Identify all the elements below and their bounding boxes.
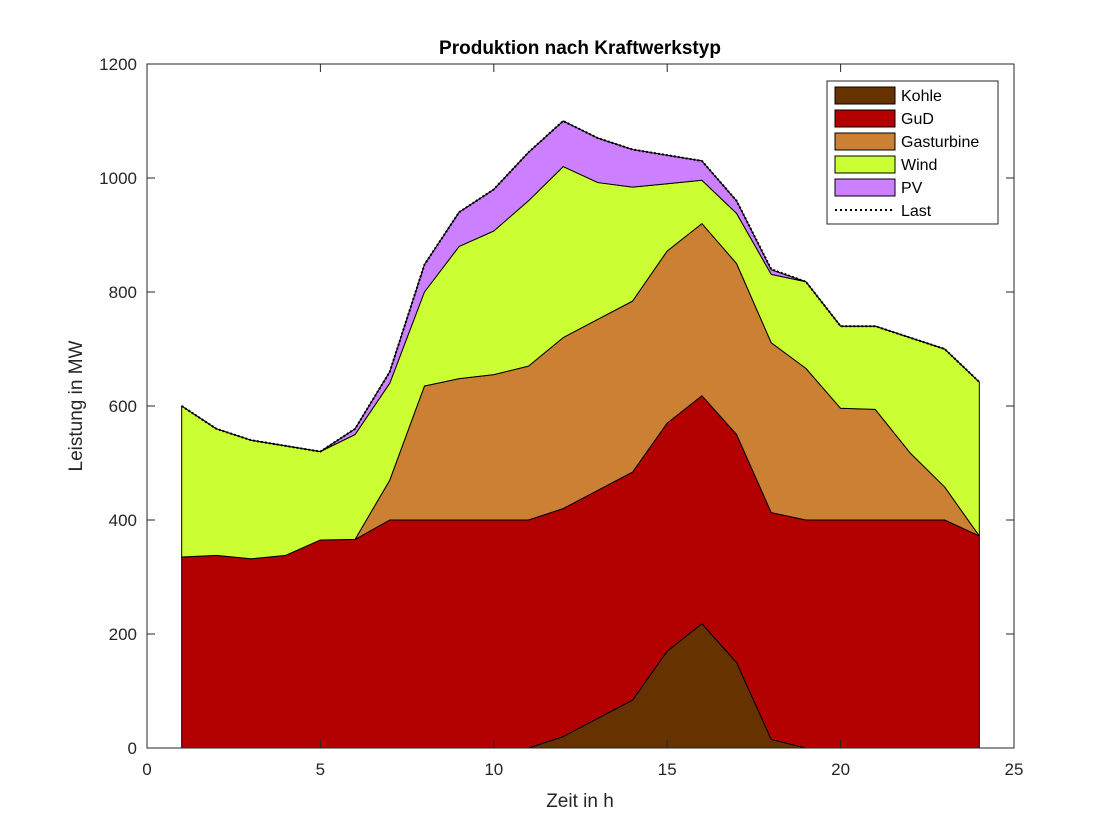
last-line	[181, 119, 981, 453]
legend-label-kohle: Kohle	[901, 88, 942, 105]
legend-swatch-gasturbine	[834, 132, 896, 151]
x-axis-label: Zeit in h	[546, 791, 614, 812]
y-tick-label-1000: 1000	[99, 169, 137, 188]
y-tick-label-800: 800	[109, 283, 137, 302]
legend-swatch-wind	[834, 155, 896, 174]
legend-label-pv: PV	[901, 180, 923, 197]
chart-title: Produktion nach Kraftwerkstyp	[439, 38, 721, 59]
legend-swatch-kohle	[834, 86, 896, 105]
legend-label-gud: GuD	[901, 111, 934, 128]
legend: Kohle GuD Gasturbine Wind PV Last	[826, 80, 999, 225]
legend-swatch-gud	[834, 109, 896, 128]
x-tick-label-15: 15	[658, 760, 677, 779]
y-tick-label-1200: 1200	[99, 55, 137, 74]
x-tick-label-25: 25	[1005, 760, 1024, 779]
x-tick-label-5: 5	[316, 760, 325, 779]
legend-box	[826, 80, 999, 225]
y-tick-label-400: 400	[109, 511, 137, 530]
area-pv	[181, 120, 980, 453]
legend-swatch-pv	[834, 178, 896, 197]
axis-ticks: 0 5 10 15 20 25 0 200 400 600 800 1000 1200	[99, 55, 1023, 779]
legend-label-wind: Wind	[901, 157, 937, 174]
y-tick-label-200: 200	[109, 625, 137, 644]
y-axis-label: Leistung in MW	[66, 340, 87, 471]
x-tick-label-0: 0	[142, 760, 151, 779]
y-tick-label-600: 600	[109, 397, 137, 416]
area-layers	[181, 120, 980, 749]
x-tick-label-20: 20	[831, 760, 850, 779]
x-tick-label-10: 10	[484, 760, 503, 779]
legend-label-gasturbine: Gasturbine	[901, 134, 979, 151]
legend-label-last: Last	[901, 203, 932, 220]
y-tick-label-0: 0	[128, 739, 137, 758]
